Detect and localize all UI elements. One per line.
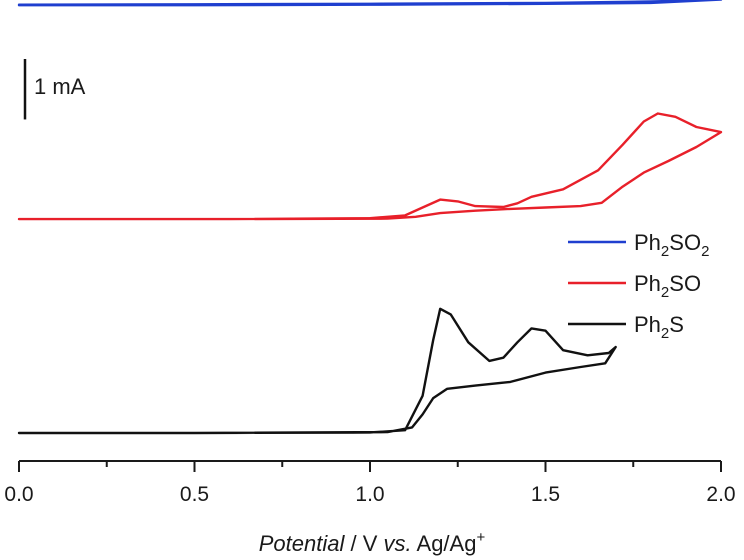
x-tick-label: 1.0 [355,483,384,506]
scale-bar-label: 1 mA [34,74,86,99]
legend-item-ph2so: Ph2SO [568,271,701,301]
trace-ph2so [17,112,723,221]
trace-ph2s [17,307,617,435]
x-title-superscript: + [476,529,485,546]
x-title-unit: / V [344,531,383,556]
legend-label: Ph2S [634,312,684,342]
series-ph2so2 [17,0,723,7]
legend-item-ph2s: Ph2S [568,312,684,342]
legend-item-ph2so2: Ph2SO2 [568,230,709,260]
trace-ph2so2 [17,0,723,7]
legend: Ph2SO2 Ph2SO Ph2S [568,230,709,342]
x-tick-label: 2.0 [706,483,735,506]
x-title-potential: Potential [259,531,346,556]
legend-label: Ph2SO2 [634,230,709,260]
x-title-vs: vs. [384,531,412,556]
scale-bar: 1 mA [23,59,86,120]
x-axis: 0.0 0.5 1.0 1.5 2.0 [4,460,736,506]
x-tick-label: 1.5 [531,483,560,506]
x-tick-label: 0.0 [4,483,33,506]
series-ph2s [17,307,617,435]
series-ph2so [17,112,723,221]
plot-area [17,0,723,435]
x-axis-title: Potential / V vs. Ag/Ag+ [259,529,486,556]
x-tick-label: 0.5 [180,483,209,506]
legend-label: Ph2SO [634,271,701,301]
x-title-reference: Ag/Ag [412,531,477,556]
